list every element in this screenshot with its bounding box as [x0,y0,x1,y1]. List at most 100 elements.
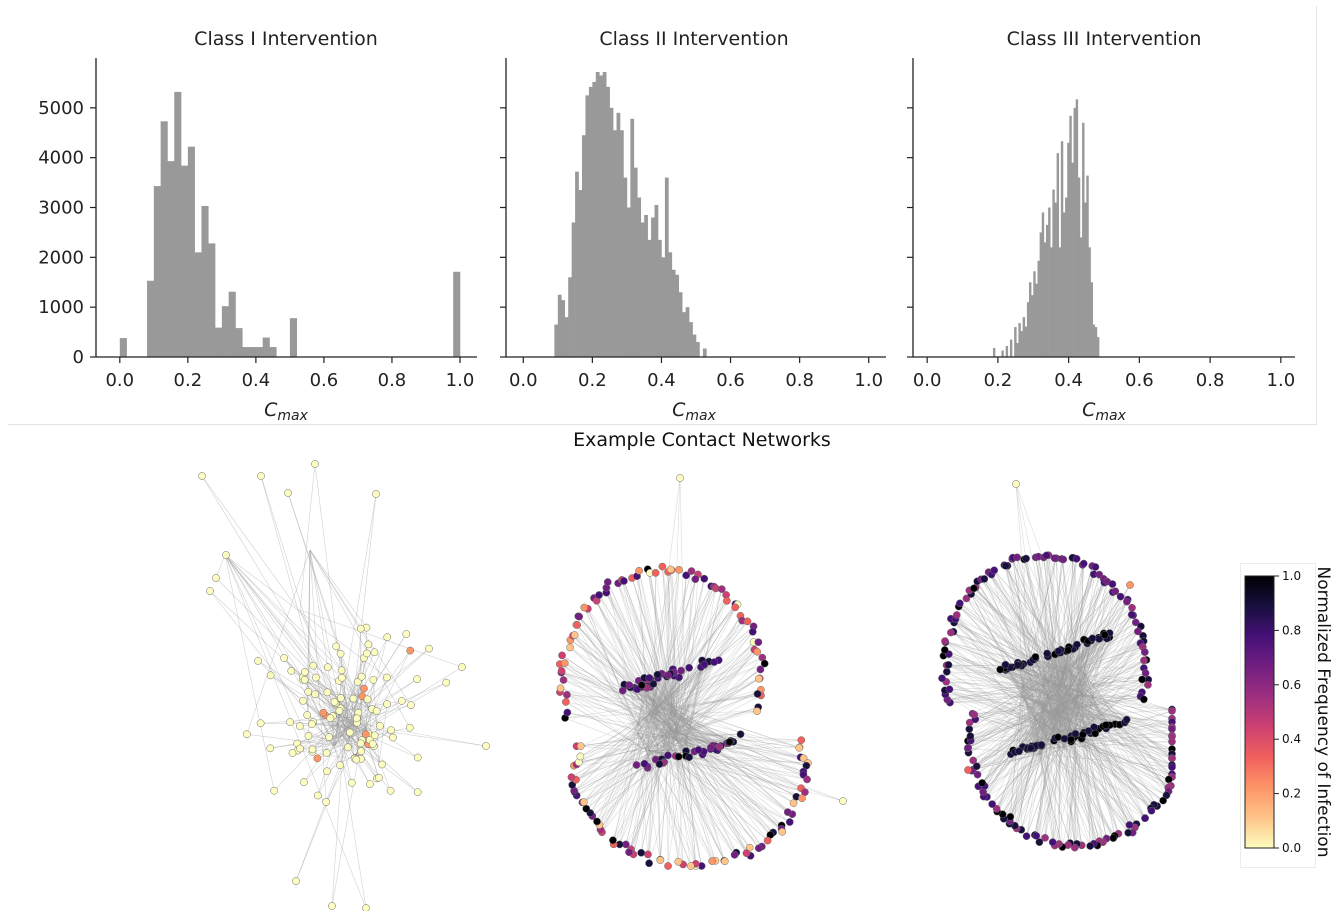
network-edge [1035,656,1059,712]
network-edge [619,703,665,845]
network-edge [959,603,1066,694]
network-edge [1012,557,1041,755]
network-edge [1014,686,1023,826]
network-edge [1045,710,1158,807]
network-edge [1062,660,1145,700]
network-edge [1011,558,1048,740]
network-edge [943,655,1025,698]
network-edge [1081,646,1144,694]
network-edge [587,608,638,733]
network-node [295,722,304,731]
network-edge [583,732,638,803]
network-edge [996,708,1044,812]
network-edge [984,693,1082,787]
histogram-bar [1020,331,1023,357]
network-edge [670,728,687,752]
network-edge [224,554,313,750]
network-node [383,700,391,708]
network-edge [667,711,673,867]
histogram-bar [613,130,617,357]
network-edge [661,689,762,737]
network-edge [1040,636,1103,755]
network-edge [1081,574,1100,694]
network-edge [1023,659,1147,698]
network-edge [653,667,690,713]
network-edge [949,688,1053,732]
network-edge [948,664,1058,713]
network-edge [972,693,1082,761]
network-edge [672,678,760,732]
network-edge [645,687,648,751]
network-node [567,773,576,782]
network-edge [1052,731,1129,833]
network-edge [1045,710,1173,768]
network-edge [1040,738,1065,755]
network-edge [1063,747,1133,833]
network-edge [1050,675,1076,734]
network-edge [675,665,705,741]
network-edge [1010,667,1082,694]
network-edge [970,711,1058,741]
y-tick-label: 5000 [38,98,84,119]
network-edge [1044,677,1091,734]
network-edge [1030,695,1049,749]
histogram-bar [194,252,202,357]
network-node [336,694,345,702]
network-edge [1065,692,1076,737]
network-edge [303,679,370,708]
network-edge [1047,656,1053,732]
network-edge [946,664,1049,696]
network-edge [1034,667,1066,836]
network-edge [953,622,1046,678]
network-edge [1070,695,1144,700]
network-node [323,688,332,697]
network-node [389,733,397,742]
network-edge [1023,696,1063,848]
network-node [288,749,297,757]
network-edge [662,663,765,702]
network-edge [672,661,715,739]
network-edge [1034,719,1169,780]
network-edge [1063,672,1072,742]
network-edge [225,554,336,746]
network-node [799,754,808,763]
network-edge [977,703,1062,775]
network-edge [309,549,411,728]
network-edge [619,732,638,845]
network-edge [1017,664,1060,687]
network-edge [982,675,1052,792]
network-edge [1075,635,1144,739]
network-edge [946,681,1066,694]
network-edge [1043,708,1173,766]
network-edge [1057,637,1099,712]
network-edge [686,574,699,736]
network-node [386,786,395,795]
network-edge [224,554,342,671]
network-edge [976,703,1077,767]
network-edge [631,577,676,716]
network-edge [1061,558,1083,694]
network-edge [686,649,755,744]
network-edge [1052,731,1130,826]
network-node [1140,656,1148,665]
network-edge [1065,692,1146,819]
histogram-bar [637,197,642,357]
network-edge [1062,642,1141,700]
network-edge [587,608,647,751]
network-edge [1057,696,1141,713]
network-edge [648,712,655,864]
network-edge [1039,708,1044,843]
network-node [383,673,391,682]
network-edge [1043,654,1056,709]
histogram-bar [1088,247,1091,357]
x-tick-label: 0.8 [1196,370,1225,391]
network-edge [667,752,774,833]
network-edge [1040,607,1133,755]
network-edge [662,756,790,823]
network-edge [1051,581,1108,676]
network-edge [1033,692,1079,749]
network-edge [1021,665,1060,687]
network-edge [974,714,1048,740]
network-edge [970,593,1035,721]
histogram-bar [1033,271,1036,357]
